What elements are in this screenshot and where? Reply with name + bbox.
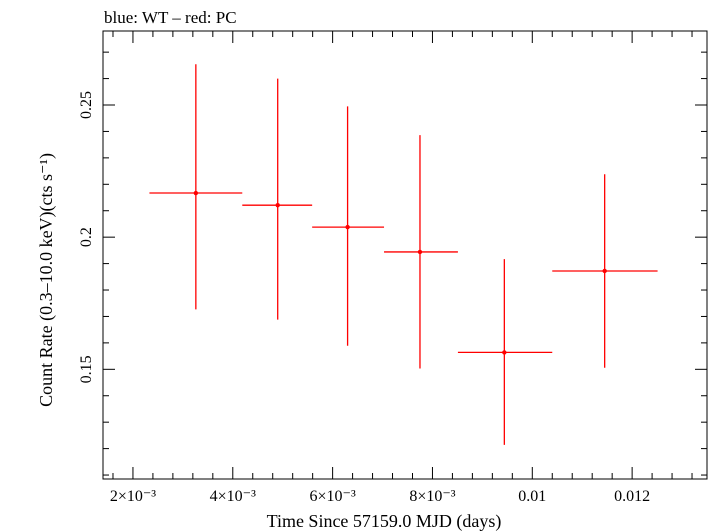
y-axis-label: Count Rate (0.3–10.0 keV)(cts s⁻¹) [36, 153, 57, 407]
plot-frame [102, 30, 708, 480]
y-tick-label: 0.15 [78, 355, 95, 383]
data-point [275, 202, 280, 208]
x-tick-label: 0.01 [518, 488, 546, 505]
data-point [417, 249, 423, 255]
x-tick-label: 0.012 [614, 488, 650, 505]
data-point [193, 190, 199, 196]
chart-title: blue: WT – red: PC [104, 8, 237, 27]
data-point [502, 350, 507, 355]
x-axis-label: Time Since 57159.0 MJD (days) [267, 511, 502, 532]
x-tick-label: 8×10⁻³ [409, 488, 455, 505]
data-point [345, 224, 350, 230]
x-tick-label: 2×10⁻³ [110, 488, 156, 505]
x-tick-label: 4×10⁻³ [210, 488, 256, 505]
y-tick-label: 0.2 [78, 227, 95, 247]
data-point [602, 268, 607, 274]
axis-tick-labels: 2×10⁻³ 4×10⁻³ 6×10⁻³ 8×10⁻³ 0.01 0.012 0.15 0.2… [78, 91, 650, 505]
data-series-pc [149, 64, 658, 445]
axis-ticks [103, 31, 707, 479]
x-tick-label: 6×10⁻³ [309, 488, 355, 505]
y-tick-label: 0.25 [78, 91, 95, 119]
